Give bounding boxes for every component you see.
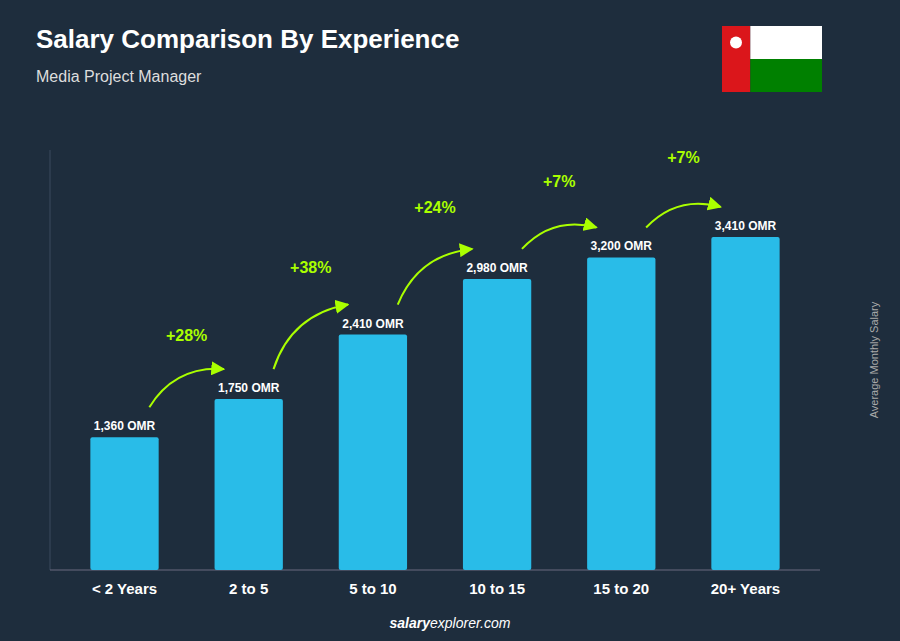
x-tick-label: 2 to 5 <box>229 580 268 597</box>
flag-green <box>750 59 822 92</box>
flag-red <box>722 26 750 92</box>
x-axis-line <box>50 570 820 571</box>
change-label: +24% <box>414 199 455 216</box>
change-arrow <box>274 305 349 369</box>
x-tick-label: 15 to 20 <box>593 580 649 597</box>
chart: Salary Comparison By Experience Media Pro… <box>0 0 900 641</box>
value-label: 3,410 OMR <box>715 219 777 233</box>
flag-emblem <box>730 37 742 49</box>
change-arrow <box>149 369 224 407</box>
footer: salaryexplorer.com <box>390 615 511 631</box>
x-tick-label: 5 to 10 <box>349 580 397 597</box>
change-arrow <box>398 249 473 305</box>
x-tick-label: 20+ Years <box>711 580 780 597</box>
x-tick-label: < 2 Years <box>92 580 157 597</box>
value-label: 2,980 OMR <box>466 261 528 275</box>
title: Salary Comparison By Experience <box>36 24 459 54</box>
bar <box>339 335 407 570</box>
flag <box>722 26 822 92</box>
change-label: +7% <box>543 173 575 190</box>
change-label: +28% <box>166 327 207 344</box>
y-axis-label: Average Monthly Salary <box>868 301 880 418</box>
chart-container: Salary Comparison By Experience Media Pro… <box>0 0 900 641</box>
background <box>0 0 900 641</box>
value-label: 3,200 OMR <box>591 239 653 253</box>
value-label: 1,750 OMR <box>218 381 280 395</box>
change-arrow <box>646 204 721 228</box>
bar <box>215 399 283 570</box>
change-label: +38% <box>290 259 331 276</box>
change-arrow <box>522 224 597 249</box>
change-label: +7% <box>667 149 699 166</box>
x-tick-label: 10 to 15 <box>469 580 525 597</box>
flag-white <box>750 26 822 59</box>
subtitle: Media Project Manager <box>36 68 202 85</box>
bars <box>90 237 779 570</box>
value-label: 2,410 OMR <box>342 317 404 331</box>
bar <box>587 257 655 570</box>
bar <box>90 437 158 570</box>
footer-normal: explorer.com <box>430 615 511 631</box>
value-label: 1,360 OMR <box>94 419 156 433</box>
bar <box>463 279 531 570</box>
bar <box>711 237 779 570</box>
y-axis-line <box>50 150 51 570</box>
footer-bold: salary <box>390 615 432 631</box>
